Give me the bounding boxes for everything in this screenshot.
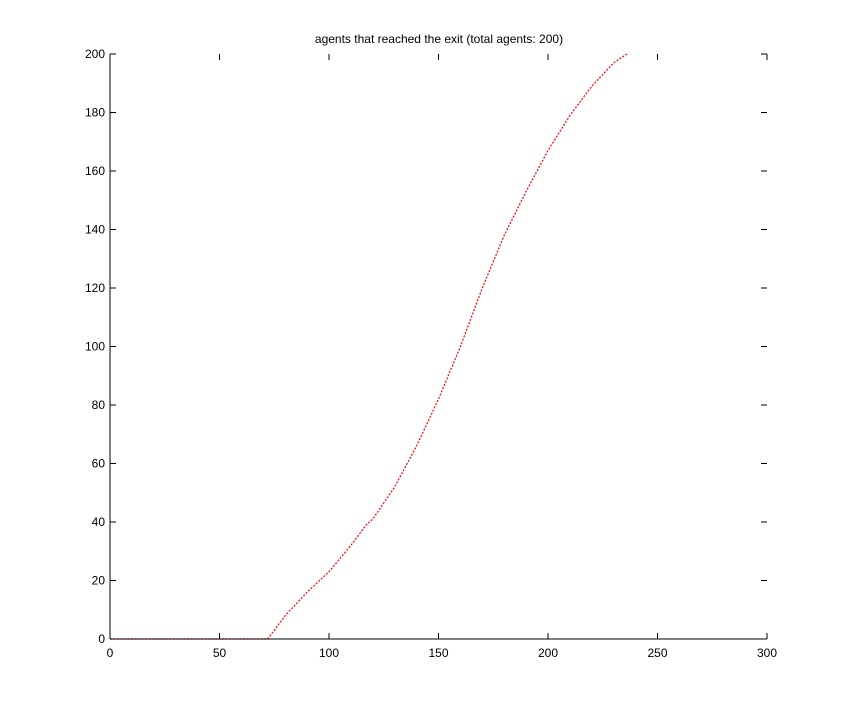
series-line <box>110 53 628 640</box>
y-tick-label: 180 <box>85 106 105 120</box>
chart-title: agents that reached the exit (total agen… <box>315 32 563 46</box>
y-tick-label: 140 <box>85 223 105 237</box>
x-tick-label: 100 <box>319 646 339 660</box>
x-tick-label: 250 <box>647 646 667 660</box>
plot-area <box>110 54 767 639</box>
y-tick-label: 160 <box>85 164 105 178</box>
y-tick-label: 100 <box>85 340 105 354</box>
y-tick-label: 200 <box>85 47 105 61</box>
y-tick-label: 20 <box>92 574 106 588</box>
y-tick-label: 40 <box>92 515 106 529</box>
x-tick-label: 50 <box>213 646 227 660</box>
x-tick-label: 150 <box>428 646 448 660</box>
y-tick-label: 60 <box>92 457 106 471</box>
series-layer <box>110 53 628 640</box>
x-tick-label: 200 <box>538 646 558 660</box>
y-tick-label: 120 <box>85 281 105 295</box>
y-tick-label: 0 <box>98 632 105 646</box>
y-ticks: 0 20 40 60 80 100 120 140 160 180 200 <box>85 47 767 646</box>
x-tick-label: 300 <box>757 646 777 660</box>
y-tick-label: 80 <box>92 398 106 412</box>
x-ticks: 0 50 100 150 200 250 300 <box>107 54 777 660</box>
x-tick-label: 0 <box>107 646 114 660</box>
